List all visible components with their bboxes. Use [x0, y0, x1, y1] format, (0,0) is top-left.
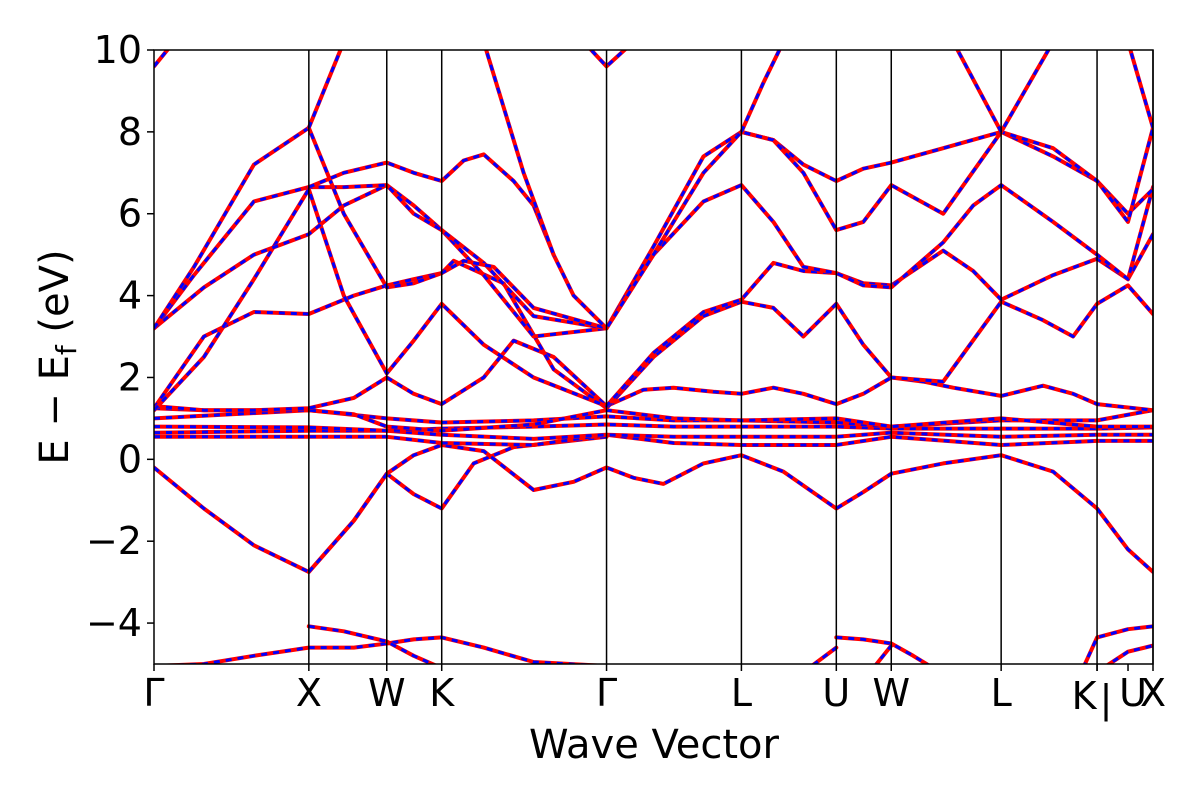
- x-tick-label: X: [296, 671, 322, 715]
- x-axis-ticks: Γ X W K Γ L U W L K | UX: [143, 664, 1166, 722]
- band-line-16-b: [154, 187, 1153, 412]
- band-line-2-b: [836, 635, 930, 664]
- band-line-16-a: [154, 187, 1153, 413]
- band-line-23-b: [484, 50, 556, 256]
- band-lines: [154, 50, 1153, 664]
- band-line-4-b: [874, 644, 893, 664]
- band-line-24-b: [589, 50, 627, 68]
- band-line-15-a: [154, 258, 1153, 411]
- band-line-19-b: [154, 126, 1153, 330]
- band-line-15-b: [154, 259, 1153, 410]
- band-line-5-b: [1083, 624, 1153, 664]
- x-tick-label: L: [991, 671, 1012, 715]
- x-tick-label: U: [822, 671, 850, 715]
- band-line-7-a: [154, 434, 609, 574]
- x-tick-label: W: [872, 671, 910, 715]
- band-line-26-b: [955, 50, 1051, 134]
- y-axis-ticks: −4 −2 0 2 4 6 8 10: [86, 28, 154, 645]
- band-line-27-b: [1128, 50, 1153, 129]
- band-line-20-b: [308, 152, 608, 330]
- y-tick-label: 2: [118, 355, 142, 399]
- y-tick-label: 6: [118, 192, 142, 236]
- band-line-3-a: [811, 645, 839, 664]
- y-axis-title-main: E − E: [32, 355, 78, 465]
- y-axis-title-sub: f: [50, 344, 83, 355]
- band-line-17-a: [154, 183, 1153, 339]
- y-tick-label: −4: [86, 601, 142, 645]
- x-tick-label: |: [1100, 677, 1113, 722]
- band-line-13-b: [154, 406, 1153, 433]
- band-line-14-b: [154, 339, 1153, 412]
- x-tick-label: U: [1119, 671, 1147, 715]
- y-tick-label: 0: [118, 437, 142, 481]
- band-line-26-a: [955, 50, 1051, 134]
- band-line-22-b: [307, 50, 343, 129]
- band-line-25-b: [740, 50, 782, 133]
- band-line-0-b: [166, 635, 598, 664]
- y-tick-label: 8: [118, 110, 142, 154]
- plot-frame: [153, 49, 1154, 665]
- x-tick-label: X: [1140, 671, 1166, 715]
- x-tick-label: K: [1072, 674, 1098, 718]
- band-line-23-a: [484, 50, 556, 257]
- y-tick-label: −2: [86, 519, 142, 563]
- band-line-8-b: [307, 443, 1153, 574]
- y-axis-title-unit: (eV): [32, 249, 78, 345]
- x-tick-label: Γ: [143, 671, 164, 715]
- y-axis-title: E − Ef (eV): [32, 249, 83, 464]
- x-axis-title: Wave Vector: [529, 722, 780, 768]
- x-tick-label: Γ: [596, 671, 617, 715]
- band-line-6-b: [1106, 644, 1153, 664]
- band-line-21-b: [154, 50, 170, 68]
- x-tick-label: K: [429, 671, 455, 715]
- x-tick-label: W: [368, 671, 406, 715]
- y-tick-label: 4: [118, 274, 142, 318]
- band-line-7-b: [154, 435, 607, 574]
- band-line-1-b: [308, 624, 437, 664]
- y-tick-label: 10: [94, 28, 142, 72]
- band-line-8-a: [306, 443, 1153, 574]
- band-line-18-b: [154, 130, 1153, 330]
- x-tick-label: L: [731, 671, 752, 715]
